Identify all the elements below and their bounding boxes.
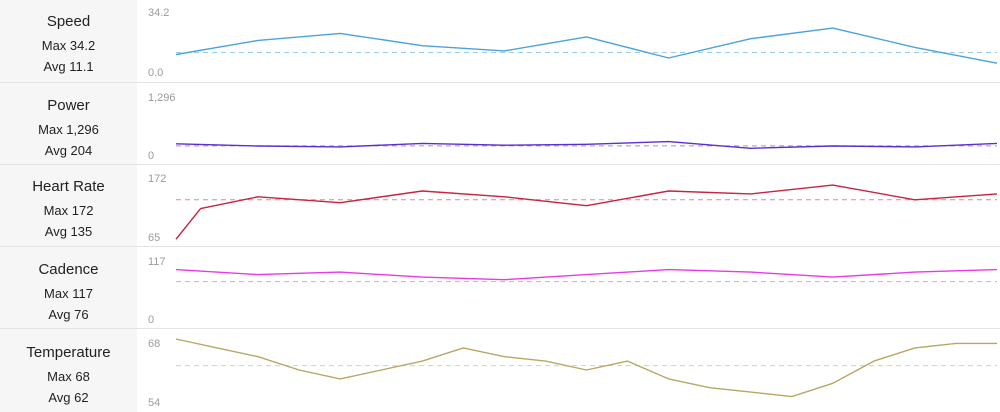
metrics-sidebar xyxy=(0,0,137,412)
cadence-series-line xyxy=(175,268,998,281)
power-ytick-bottom: 0 xyxy=(148,150,154,162)
cadence-title: Cadence xyxy=(38,261,99,278)
heart-rate-label-block: Heart Rate Max 172 Avg 135 xyxy=(0,177,137,242)
power-avg: Avg 204 xyxy=(44,143,93,158)
power-ytick-top: 1,296 xyxy=(148,92,176,104)
speed-title: Speed xyxy=(46,13,91,30)
temperature-max: Max 68 xyxy=(47,369,90,384)
cadence-label-block: Cadence Max 117 Avg 76 xyxy=(0,260,137,325)
cadence-max: Max 117 xyxy=(44,286,93,301)
cadence-avg: Avg 76 xyxy=(48,307,89,322)
temperature-avg: Avg 62 xyxy=(48,390,89,405)
speed-ytick-top: 34.2 xyxy=(148,7,169,19)
temperature-ytick-top: 68 xyxy=(148,338,160,350)
speed-label-block: Speed Max 34.2 Avg 11.1 xyxy=(0,12,137,77)
row-divider xyxy=(0,82,1000,83)
speed-max: Max 34.2 xyxy=(41,38,96,53)
temperature-ytick-bottom: 54 xyxy=(148,397,160,409)
speed-avg: Avg 11.1 xyxy=(43,59,94,74)
temperature-title: Temperature xyxy=(26,344,111,361)
row-divider xyxy=(0,164,1000,165)
power-series-line xyxy=(175,140,998,150)
cadence-ytick-bottom: 0 xyxy=(148,314,154,326)
heart-rate-series-line xyxy=(175,184,998,240)
power-label-block: Power Max 1,296 Avg 204 xyxy=(0,96,137,161)
speed-series-line xyxy=(175,27,998,64)
heart-rate-max: Max 172 xyxy=(43,203,94,218)
power-max: Max 1,296 xyxy=(38,122,99,137)
heart-rate-ytick-bottom: 65 xyxy=(148,232,160,244)
temperature-series-line xyxy=(175,338,997,398)
cadence-ytick-top: 117 xyxy=(148,256,166,268)
heart-rate-avg: Avg 135 xyxy=(44,224,93,239)
temperature-label-block: Temperature Max 68 Avg 62 xyxy=(0,343,137,408)
heart-rate-ytick-top: 172 xyxy=(148,173,166,185)
speed-ytick-bottom: 0.0 xyxy=(148,67,163,79)
row-divider xyxy=(0,246,1000,247)
power-title: Power xyxy=(47,97,90,114)
row-divider xyxy=(0,328,1000,329)
heart-rate-title: Heart Rate xyxy=(32,178,105,195)
